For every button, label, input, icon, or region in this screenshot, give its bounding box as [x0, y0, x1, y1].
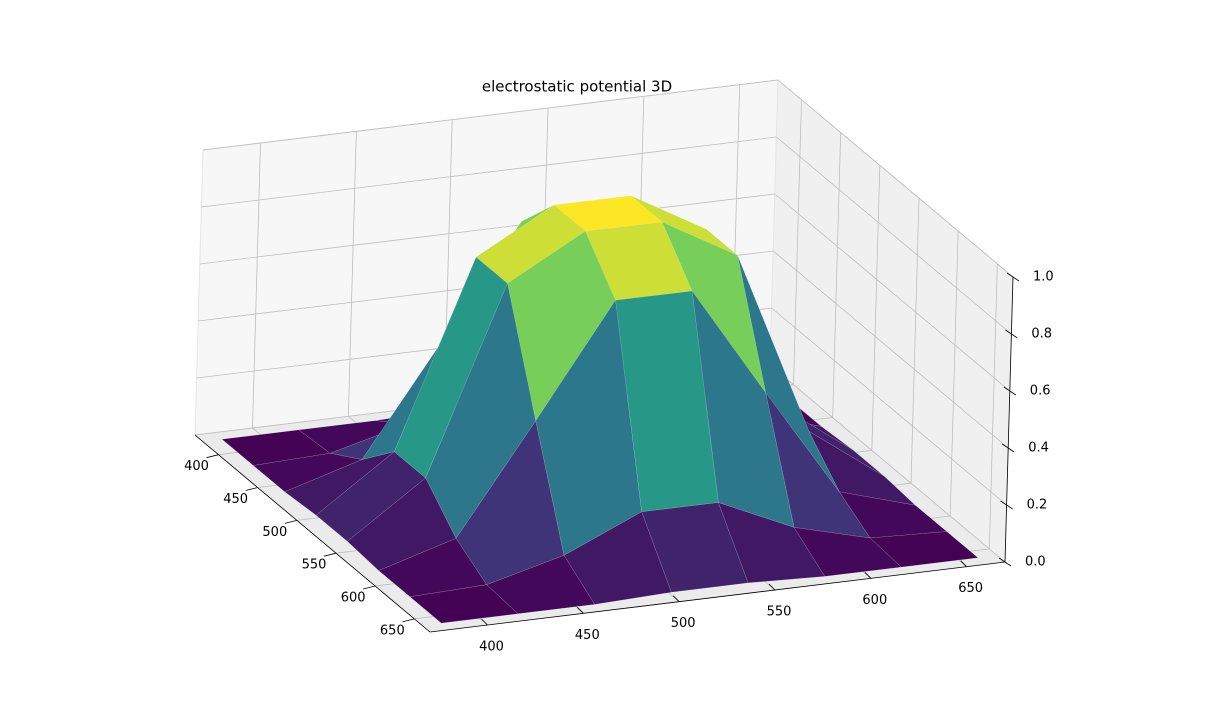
z-tick-label: 0.4	[1028, 441, 1049, 456]
surface-patch	[409, 584, 519, 624]
grid-line	[776, 136, 1012, 335]
tick-mark	[577, 607, 584, 614]
grid-line	[771, 307, 1007, 506]
tick-mark	[960, 560, 967, 567]
tick-mark	[363, 585, 376, 590]
x-tick-label: 400	[184, 459, 209, 474]
surface-patch	[486, 555, 596, 615]
z-tick-label: 0.0	[1025, 555, 1046, 570]
grid-line	[774, 193, 1011, 392]
z-tick-label: 0.2	[1027, 498, 1048, 513]
y-tick-label: 450	[575, 628, 600, 643]
z-axis-line	[1004, 276, 1014, 563]
tick-mark	[998, 557, 1012, 567]
tick-mark	[323, 552, 337, 557]
grid-line	[910, 198, 920, 484]
z-tick-label: 0.6	[1030, 384, 1051, 399]
y-tick-label: 400	[479, 640, 504, 655]
tick-mark	[284, 519, 297, 524]
tick-mark	[402, 618, 415, 623]
tick-mark	[1003, 386, 1017, 396]
grid-line	[949, 231, 959, 517]
tick-mark	[206, 454, 219, 459]
tick-mark	[768, 583, 776, 591]
y-tick-label: 500	[671, 616, 696, 631]
tick-mark	[481, 618, 488, 626]
tick-mark	[1001, 443, 1015, 453]
grid-line	[347, 131, 357, 417]
grid-line	[202, 79, 779, 151]
tick-mark	[1000, 500, 1013, 510]
grid-line	[832, 132, 842, 418]
grid-line	[772, 250, 1009, 449]
y-tick-label: 650	[958, 581, 983, 596]
grid-line	[201, 136, 777, 208]
tick-mark	[1006, 272, 1020, 282]
grid-line	[777, 79, 1014, 278]
z-tick-label: 1.0	[1033, 270, 1054, 285]
tick-mark	[864, 572, 872, 579]
grid-line	[871, 165, 881, 451]
x-tick-label: 450	[223, 492, 248, 507]
x-axis-line	[194, 434, 431, 633]
grid-line	[769, 364, 1006, 563]
grid-line	[793, 99, 802, 385]
chart-title: electrostatic potential 3D	[482, 78, 672, 96]
x-tick-label: 550	[302, 558, 327, 573]
x-tick-label: 600	[341, 591, 366, 606]
x-tick-label: 650	[380, 623, 405, 638]
y-axis-line	[429, 561, 1006, 633]
grid-line	[199, 193, 775, 265]
z-tick-label: 0.8	[1031, 327, 1052, 342]
grid-line	[988, 263, 998, 549]
x-tick-label: 500	[262, 525, 287, 540]
grid-line	[252, 142, 261, 429]
surface-patch	[869, 531, 979, 568]
tick-mark	[245, 487, 258, 491]
y-tick-label: 550	[767, 605, 792, 620]
tick-mark	[672, 595, 680, 602]
tick-mark	[1005, 329, 1018, 339]
y-tick-label: 600	[862, 593, 887, 608]
